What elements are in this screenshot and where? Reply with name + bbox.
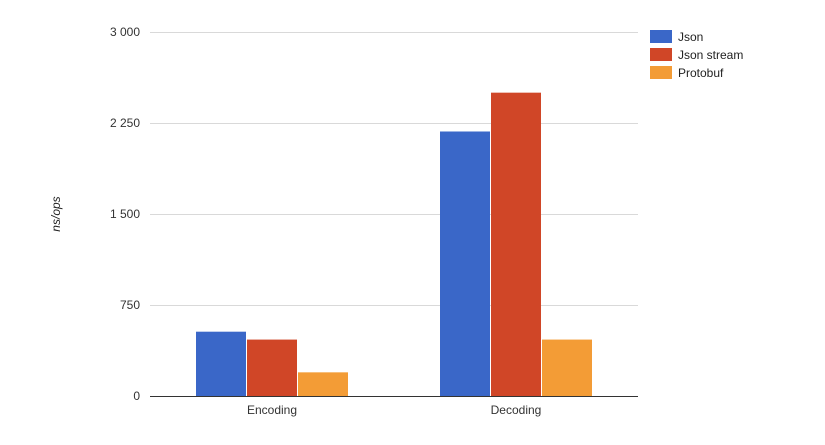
legend-swatch bbox=[650, 30, 672, 43]
y-tick-label: 3 000 bbox=[110, 25, 140, 39]
legend-swatch bbox=[650, 66, 672, 79]
bar bbox=[298, 372, 348, 396]
x-tick-label: Encoding bbox=[247, 403, 297, 417]
y-tick-label: 2 250 bbox=[110, 116, 140, 130]
x-tick-label: Decoding bbox=[491, 403, 542, 417]
legend-swatch bbox=[650, 48, 672, 61]
legend-label: Protobuf bbox=[678, 66, 724, 80]
bar bbox=[542, 339, 592, 396]
bar bbox=[491, 92, 541, 397]
y-tick-label: 1 500 bbox=[110, 207, 140, 221]
y-axis-title: ns/ops bbox=[49, 196, 63, 231]
axes: 0 750 1 500 2 250 3 000 Encoding Decoding bbox=[110, 25, 638, 417]
legend-label: Json stream bbox=[678, 48, 743, 62]
bar bbox=[196, 331, 246, 396]
bar bbox=[440, 131, 490, 396]
bar bbox=[247, 339, 297, 396]
y-tick-label: 0 bbox=[133, 389, 140, 403]
bars bbox=[196, 92, 592, 397]
legend-label: Json bbox=[678, 30, 703, 44]
legend: Json Json stream Protobuf bbox=[650, 30, 743, 80]
y-tick-label: 750 bbox=[120, 298, 140, 312]
gridlines bbox=[150, 32, 638, 306]
